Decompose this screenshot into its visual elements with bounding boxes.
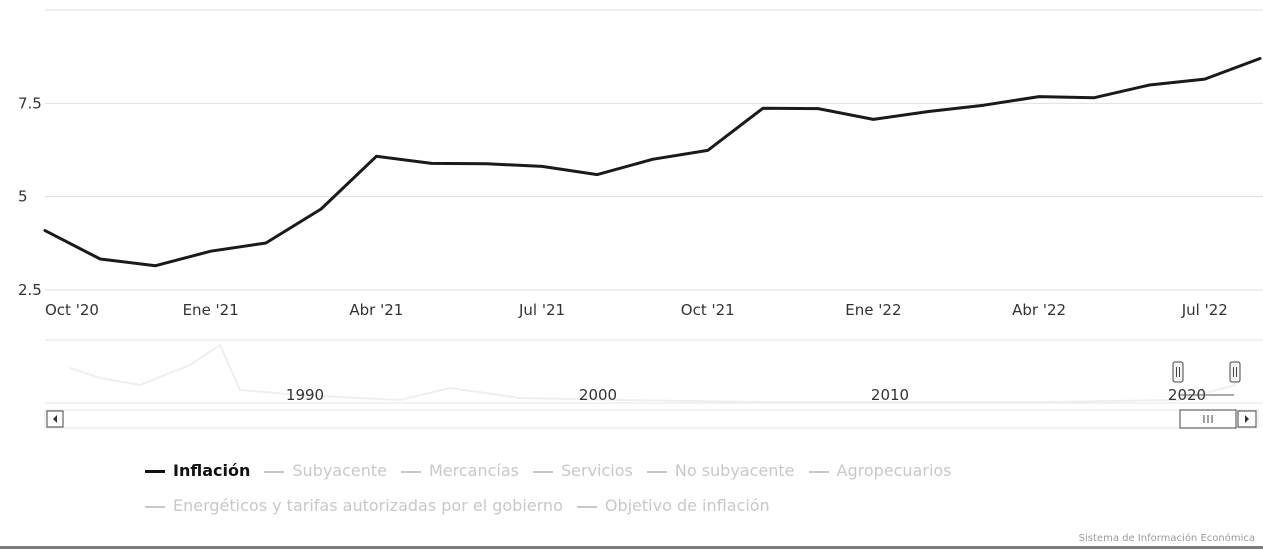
legend-label: Mercancías (428, 461, 519, 480)
bottom-divider (0, 546, 1263, 549)
navigator-tick-label: 2000 (579, 386, 617, 404)
legend-swatch (264, 470, 285, 473)
legend-label: Inflación (173, 461, 251, 480)
legend-item[interactable]: Subyacente (264, 461, 387, 480)
legend-label: Agropecuarios (836, 461, 952, 480)
y-tick-label: 2.5 (18, 281, 42, 299)
x-tick-label: Jul '21 (518, 301, 565, 319)
navigator-tick-label: 2010 (871, 386, 909, 404)
legend-swatch (576, 505, 597, 508)
series-line-0 (43, 57, 1262, 268)
legend-label: Servicios (560, 461, 633, 480)
legend-continued: Energéticos y tarifas autorizadas por el… (145, 496, 784, 515)
legend-swatch (646, 470, 667, 473)
scrollbar-track[interactable] (44, 409, 1259, 429)
navigator[interactable]: 1990 2000 2010 2020 (45, 339, 1263, 404)
navigator-handle-left[interactable] (1172, 361, 1184, 383)
x-axis-ticks: Oct '20 Ene '21 Abr '21 Jul '21 Oct '21 Ene '… (45, 301, 1228, 319)
legend-label: Energéticos y tarifas autorizadas por el… (173, 496, 563, 515)
grid-lines (45, 9, 1263, 291)
x-tick-label: Oct '20 (45, 301, 99, 319)
navigator-series-preview (69, 343, 1237, 403)
navigator-handle-right[interactable] (1229, 361, 1241, 383)
x-tick-label: Ene '21 (183, 301, 239, 319)
legend-item[interactable]: Energéticos y tarifas autorizadas por el… (145, 496, 563, 515)
navigator-tick-label: 1990 (286, 386, 324, 404)
y-tick-label: 7.5 (18, 94, 42, 112)
legend-swatch (145, 470, 165, 473)
legend-item[interactable]: No subyacente (646, 461, 795, 480)
legend-item[interactable]: Agropecuarios (808, 461, 952, 480)
x-tick-label: Abr '22 (1012, 301, 1066, 319)
legend-label: Objetivo de inflación (604, 496, 770, 515)
x-tick-label: Jul '22 (1181, 301, 1228, 319)
x-tick-label: Oct '21 (681, 301, 735, 319)
x-tick-label: Abr '21 (349, 301, 403, 319)
chevron-left-icon (53, 415, 57, 423)
legend-swatch (400, 470, 421, 473)
legend-item[interactable]: Inflación (145, 461, 250, 480)
legend-item[interactable]: Servicios (532, 461, 633, 480)
legend-label: No subyacente (674, 461, 795, 480)
series-lines (43, 57, 1262, 268)
legend: Inflación Subyacente Mercancías Servicios No… (145, 461, 966, 480)
x-tick-label: Ene '22 (845, 301, 901, 319)
y-axis-ticks: 2.5 5 7.5 (18, 94, 42, 299)
legend-item[interactable]: Mercancías (400, 461, 519, 480)
chevron-right-icon (1245, 415, 1249, 423)
legend-item[interactable]: Objetivo de inflación (576, 496, 770, 515)
legend-swatch (808, 470, 829, 473)
credits[interactable]: Sistema de Información Económica (1078, 533, 1255, 544)
legend-swatch (145, 505, 165, 508)
scrollbar[interactable] (44, 409, 1259, 429)
y-tick-label: 5 (18, 188, 28, 206)
legend-label: Subyacente (292, 461, 387, 480)
legend-swatch (532, 470, 553, 473)
